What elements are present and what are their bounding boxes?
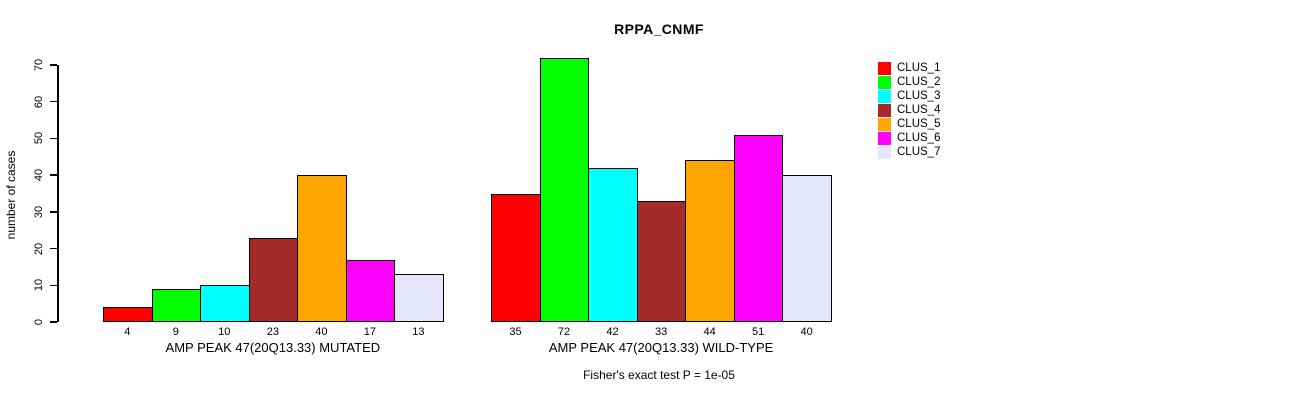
legend-swatch <box>878 145 891 159</box>
legend-item-clus_4: CLUS_4 <box>878 103 940 117</box>
bar-clus_6-group1 <box>345 259 396 322</box>
bar-clus_4-group2 <box>636 200 687 322</box>
y-tick-label: 40 <box>33 169 45 182</box>
bar-clus_3-group2 <box>588 167 638 322</box>
legend-item-label: CLUS_3 <box>897 90 941 102</box>
y-tick-mark <box>50 284 57 287</box>
y-tick-label: 70 <box>33 58 45 72</box>
y-tick-label: 0 <box>33 318 45 326</box>
y-tick-label: 30 <box>33 205 45 218</box>
bar-clus_5-group2 <box>685 160 735 322</box>
bar-clus_2-group1 <box>151 288 202 322</box>
bar-value-label: 10 <box>218 326 231 338</box>
legend-item-clus_6: CLUS_6 <box>878 131 940 145</box>
legend-item-label: CLUS_1 <box>897 62 941 74</box>
legend-item-label: CLUS_7 <box>897 146 941 158</box>
legend-swatch <box>878 61 891 75</box>
legend-item-clus_7: CLUS_7 <box>878 145 940 159</box>
y-tick-mark <box>50 100 57 103</box>
bar-value-label: 33 <box>654 326 668 338</box>
legend-swatch <box>878 131 891 145</box>
y-tick-label: 20 <box>33 242 45 255</box>
bar-value-label: 13 <box>412 326 425 338</box>
bar-clus_7-group1 <box>394 274 444 322</box>
legend-swatch <box>878 89 891 103</box>
legend-item-label: CLUS_6 <box>897 132 941 144</box>
annotation-text: Fisher's exact test P = 1e-05 <box>583 368 735 382</box>
bar-clus_1-group2 <box>491 193 541 322</box>
bar-value-label: 51 <box>752 326 765 338</box>
bar-value-label: 44 <box>703 326 716 338</box>
legend-item-clus_1: CLUS_1 <box>878 61 940 75</box>
legend-item-label: CLUS_2 <box>897 76 941 88</box>
bar-value-label: 17 <box>363 326 377 338</box>
bar-clus_1-group1 <box>103 307 153 322</box>
bar-clus_6-group2 <box>733 134 784 322</box>
y-tick-label: 50 <box>33 132 45 145</box>
legend-swatch <box>878 103 891 117</box>
legend-item-label: CLUS_4 <box>897 104 941 116</box>
bar-value-label: 40 <box>800 326 813 338</box>
bar-clus_5-group1 <box>297 175 347 322</box>
y-axis-label: number of cases <box>4 150 18 240</box>
bar-value-label: 40 <box>315 326 328 338</box>
y-tick-mark <box>50 211 57 213</box>
y-tick-mark <box>50 247 57 250</box>
legend-item-label: CLUS_5 <box>897 118 941 130</box>
y-tick-mark <box>50 64 57 66</box>
legend-item-clus_2: CLUS_2 <box>878 75 940 89</box>
bar-clus_3-group1 <box>200 285 250 322</box>
legend: CLUS_1 CLUS_2 CLUS_3 CLUS_4 CLUS_5 CLUS_6 CLUS… <box>878 61 940 159</box>
bar-clus_2-group2 <box>539 57 590 322</box>
legend-swatch <box>878 117 891 131</box>
y-tick-mark <box>50 174 57 176</box>
bar-value-label: 35 <box>509 326 522 338</box>
y-tick-label: 10 <box>33 279 45 292</box>
legend-item-clus_3: CLUS_3 <box>878 89 940 103</box>
legend-swatch <box>878 75 891 89</box>
group-label-1: AMP PEAK 47(20Q13.33) MUTATED <box>165 340 381 355</box>
bar-value-label: 72 <box>557 326 571 338</box>
legend-item-clus_5: CLUS_5 <box>878 117 940 131</box>
y-tick-label: 60 <box>33 95 45 108</box>
bar-clus_7-group2 <box>782 175 832 322</box>
group-label-2: AMP PEAK 47(20Q13.33) WILD-TYPE <box>548 340 774 355</box>
bar-value-label: 9 <box>172 326 179 338</box>
y-tick-mark <box>50 321 57 323</box>
bar-value-label: 23 <box>266 326 279 338</box>
bar-value-label: 4 <box>124 326 131 338</box>
bar-value-label: 42 <box>606 326 619 338</box>
chart-title: RPPA_CNMF <box>614 21 704 37</box>
y-tick-mark <box>50 137 57 140</box>
bar-clus_4-group1 <box>248 237 299 322</box>
y-axis-line <box>57 65 59 322</box>
